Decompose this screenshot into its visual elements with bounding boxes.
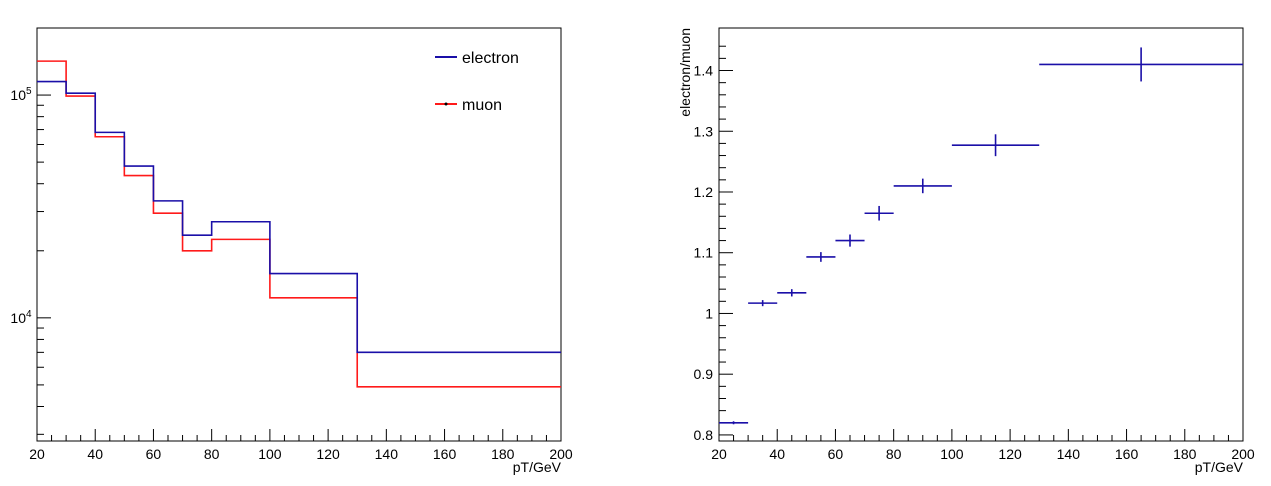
x-tick-label: 200	[549, 446, 573, 462]
x-tick-label: 180	[491, 446, 515, 462]
left-x-axis: 20 40 60 80 100 120 140 160 180 200	[29, 429, 573, 462]
x-tick-label: 40	[769, 446, 785, 462]
right-y-axis-label: electron/muon	[677, 28, 693, 117]
left-plot-frame	[36, 27, 562, 442]
right-y-axis: 0.8 0.9 1 1.1 1.2 1.3 1.4	[694, 45, 733, 443]
y-tick-label: 104	[10, 309, 32, 326]
x-tick-label: 200	[1231, 446, 1255, 462]
y-tick-label: 1.4	[694, 63, 714, 79]
y-tick-label: 0.9	[694, 366, 714, 382]
left-y-axis: 104 105	[10, 27, 51, 435]
left-chart-panel: 20 40 60 80 100 120 140 160 180 200 104 105 pT/GeV…	[10, 27, 573, 475]
x-tick-label: 100	[258, 446, 282, 462]
ratio-point	[777, 289, 807, 297]
right-plot-frame	[718, 27, 1244, 442]
right-x-axis-label: pT/GeV	[1195, 459, 1244, 475]
legend-muon-marker	[444, 102, 448, 106]
x-tick-label: 80	[204, 446, 220, 462]
ratio-point	[951, 134, 1040, 157]
x-tick-label: 60	[146, 446, 162, 462]
left-x-axis-label: pT/GeV	[513, 459, 562, 475]
legend-electron-label: electron	[462, 50, 519, 67]
y-tick-label: 105	[10, 86, 32, 103]
ratio-point	[1039, 47, 1243, 82]
x-tick-label: 20	[29, 446, 45, 462]
x-tick-label: 40	[87, 446, 103, 462]
x-tick-label: 160	[1115, 446, 1139, 462]
x-tick-label: 140	[375, 446, 399, 462]
left-histogram-series	[37, 60, 561, 388]
y-tick-label: 1	[705, 305, 713, 321]
y-tick-label: 1.1	[694, 245, 714, 261]
legend-muon-label: muon	[462, 97, 502, 114]
x-tick-label: 80	[886, 446, 902, 462]
x-tick-label: 60	[828, 446, 844, 462]
right-chart-panel: 20 40 60 80 100 120 140 160 180 200 0.8 0.9 1 1.1 1.2…	[677, 27, 1255, 475]
right-x-axis: 20 40 60 80 100 120 140 160 180 200	[711, 429, 1255, 462]
series-muon	[37, 60, 561, 388]
x-tick-label: 160	[433, 446, 457, 462]
legend: electron muon	[435, 50, 519, 114]
right-ratio-points	[719, 47, 1243, 425]
x-tick-label: 140	[1057, 446, 1081, 462]
series-electron	[37, 80, 561, 354]
ratio-point	[806, 252, 836, 262]
x-tick-label: 120	[316, 446, 340, 462]
x-tick-label: 100	[940, 446, 964, 462]
x-tick-label: 180	[1173, 446, 1197, 462]
ratio-point	[719, 421, 749, 425]
ratio-point	[893, 178, 952, 194]
ratio-point	[864, 205, 894, 221]
y-tick-label: 1.2	[694, 184, 714, 200]
ratio-point	[835, 234, 865, 247]
x-tick-label: 20	[711, 446, 727, 462]
x-tick-label: 120	[998, 446, 1022, 462]
ratio-point	[748, 300, 778, 307]
y-tick-label: 1.3	[694, 123, 714, 139]
y-tick-label: 0.8	[694, 427, 714, 443]
